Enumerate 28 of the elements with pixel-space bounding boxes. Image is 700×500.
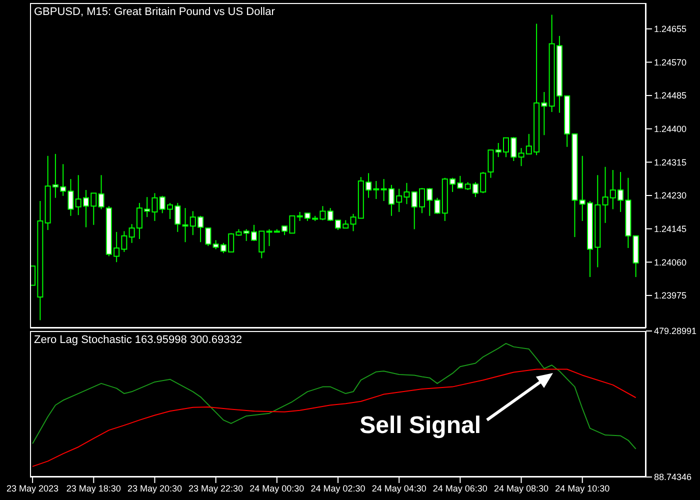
x-tick-label: 24 May 02:30 (310, 483, 366, 494)
candlestick (205, 228, 212, 247)
line-series (32, 368, 636, 467)
x-tick-label: 24 May 04:30 (372, 483, 426, 494)
x-tick-label: 23 May 2023 (6, 483, 59, 494)
y-tick-label: 479.28991 (654, 326, 697, 336)
y-tick-label: 1.24400 (654, 124, 687, 134)
y-tick-label: 1.23975 (654, 290, 687, 301)
y-tick-label: 1.24485 (654, 90, 687, 101)
chart-title: Zero Lag Stochastic 163.95998 300.69332 (34, 334, 242, 346)
y-tick-label: 88.74346 (654, 472, 692, 482)
x-tick-label: 23 May 20:30 (127, 483, 182, 494)
x-tick-label: 23 May 18:30 (66, 483, 121, 494)
annotation: Sell Signal (360, 412, 481, 439)
x-tick-label: 24 May 06:30 (432, 483, 488, 494)
chart-title: GBPUSD, M15: Great Britain Pound vs US Dollar (34, 6, 275, 18)
y-tick-label: 1.24145 (654, 224, 687, 234)
candlestick (488, 150, 494, 178)
y-tick-label: 1.24315 (654, 157, 687, 168)
y-tick-label: 1.24655 (654, 24, 687, 34)
candlestick (98, 174, 104, 210)
x-tick-label: 23 May 22:30 (188, 483, 244, 494)
x-tick-label: 24 May 10:30 (555, 483, 610, 494)
x-tick-label: 24 May 08:30 (494, 483, 549, 494)
y-tick-label: 1.24570 (654, 57, 687, 68)
x-tick-label: 24 May 00:30 (250, 483, 304, 494)
y-tick-label: 1.24060 (654, 257, 687, 268)
y-tick-label: 1.24230 (654, 190, 687, 201)
